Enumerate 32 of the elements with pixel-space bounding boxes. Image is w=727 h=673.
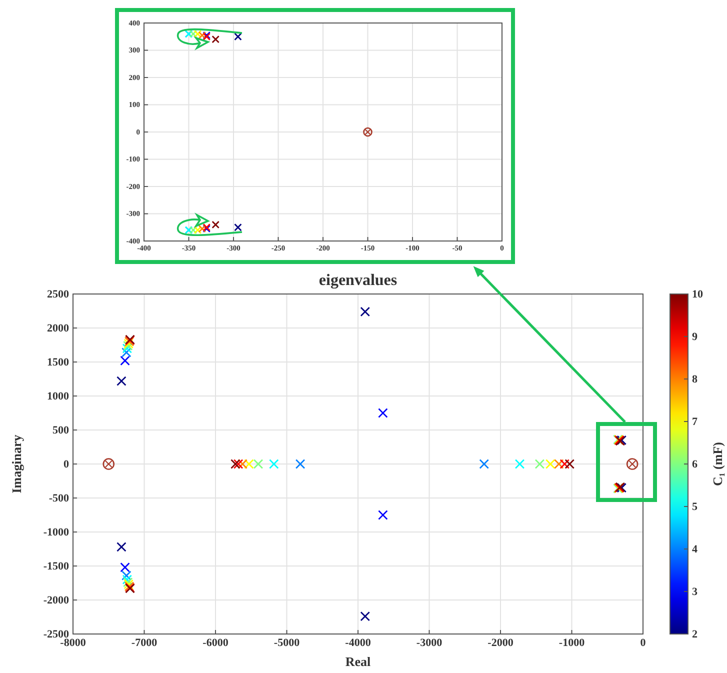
x-tick-label: -7000 — [131, 636, 158, 649]
y-tick-label: -1000 — [43, 526, 70, 539]
color-bar-label: 6 — [692, 458, 698, 471]
color-bar-label: 10 — [692, 288, 704, 301]
y-tick-label: 2500 — [47, 288, 70, 301]
color-bar-label: 8 — [692, 374, 698, 386]
color-bar-label: 3 — [692, 586, 698, 598]
x-tick-label: -2000 — [488, 636, 514, 649]
y-tick-label: -500 — [48, 492, 70, 505]
y-tick-label: 500 — [52, 424, 70, 437]
y-tick-label: -2000 — [43, 594, 70, 607]
x-tick-label: -8000 — [60, 636, 86, 649]
color-bar-label: 4 — [692, 544, 698, 556]
x-tick-label: -3000 — [416, 636, 443, 649]
chart-title: eigenvalues — [318, 272, 398, 289]
color-bar-label: 2 — [692, 628, 698, 641]
x-tick-label: -1000 — [558, 636, 586, 649]
y-tick-label: 1000 — [47, 390, 70, 403]
y-tick-label: 0 — [64, 458, 70, 471]
color-bar-title: C₁ (mF) — [710, 442, 725, 486]
x-tick-label: 0 — [640, 636, 646, 649]
x-axis-title: Real — [345, 654, 372, 669]
y-tick-label: 1500 — [47, 356, 70, 369]
y-axis-title: Imaginary — [9, 434, 24, 494]
x-tick-label: -4000 — [345, 636, 372, 649]
color-bar-label: 5 — [692, 501, 698, 514]
x-tick-label: -6000 — [202, 636, 229, 649]
y-tick-label: 2000 — [47, 322, 70, 335]
y-tick-label: -1500 — [43, 560, 70, 573]
color-bar-label: 9 — [692, 331, 698, 344]
color-bar-label: 7 — [692, 416, 698, 428]
x-tick-label: -5000 — [274, 636, 300, 649]
